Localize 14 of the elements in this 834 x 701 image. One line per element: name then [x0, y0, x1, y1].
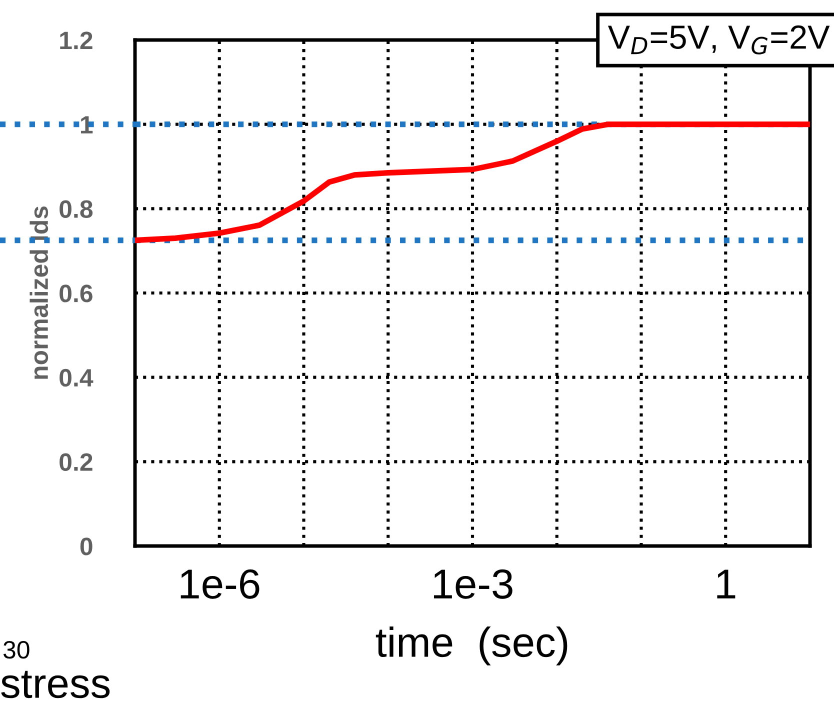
x-tick-label: 1e-3	[434, 569, 512, 599]
x-axis-title: time (sec)	[376, 626, 568, 666]
y-tick-label: 0.4	[60, 368, 94, 387]
x-tick-label: 1	[717, 570, 736, 598]
y-tick-label: 0.6	[60, 284, 92, 302]
y-tick-label: 1.2	[60, 32, 92, 50]
x-tick-label: 1e-6	[180, 569, 260, 599]
y-tick-label: 1	[81, 116, 93, 134]
y-tick-label: 0.2	[60, 453, 92, 471]
text: stress	[1, 670, 110, 698]
y-tick-label: 0.8	[60, 200, 93, 218]
annotation: V$_{D}$=5V, V$_{G}$=2V	[608, 25, 830, 54]
text: 30	[3, 640, 30, 659]
y-tick-label: 0	[80, 538, 92, 556]
